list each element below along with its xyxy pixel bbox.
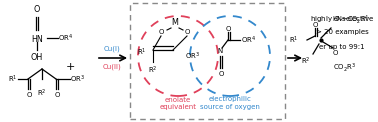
Text: O: O	[184, 29, 190, 35]
Text: R$^1$: R$^1$	[8, 73, 17, 85]
Text: OR$^3$: OR$^3$	[185, 50, 200, 62]
Text: +: +	[65, 62, 75, 72]
Text: R$^1$: R$^1$	[290, 34, 299, 46]
Text: O: O	[312, 22, 318, 28]
Text: R$^2$: R$^2$	[37, 88, 47, 99]
Text: OR$^4$: OR$^4$	[241, 34, 256, 46]
Text: R$^2$: R$^2$	[148, 65, 158, 76]
Text: O: O	[218, 71, 224, 77]
Text: highly $\it{O}$-selective: highly $\it{O}$-selective	[310, 14, 374, 24]
Text: OR$^3$: OR$^3$	[70, 73, 85, 85]
Text: O: O	[333, 50, 338, 56]
Text: O: O	[158, 29, 164, 35]
Text: Cu(I): Cu(I)	[104, 46, 120, 52]
Text: OR$^4$: OR$^4$	[58, 32, 73, 44]
Text: OH: OH	[31, 53, 43, 62]
Text: electrophilic
source of oxygen: electrophilic source of oxygen	[200, 97, 260, 110]
Text: O: O	[34, 5, 40, 14]
Text: enolate
equivalent: enolate equivalent	[160, 97, 197, 110]
Text: Cu(II): Cu(II)	[102, 64, 121, 71]
Text: N: N	[217, 48, 223, 54]
Text: R$^1$: R$^1$	[138, 46, 147, 58]
Text: O: O	[225, 26, 231, 32]
Text: er up to 99:1: er up to 99:1	[319, 44, 365, 50]
Bar	[130, 3, 285, 119]
Text: HN: HN	[31, 35, 43, 44]
Text: > 20 examples: > 20 examples	[316, 29, 369, 35]
Text: O: O	[26, 92, 32, 98]
Text: CO$_2$R$^3$: CO$_2$R$^3$	[333, 62, 356, 75]
Text: HN$-$CO$_2$R$^4$: HN$-$CO$_2$R$^4$	[332, 14, 369, 26]
Text: R$^2$: R$^2$	[301, 56, 311, 67]
Text: O: O	[54, 92, 60, 98]
Text: M: M	[172, 18, 178, 27]
